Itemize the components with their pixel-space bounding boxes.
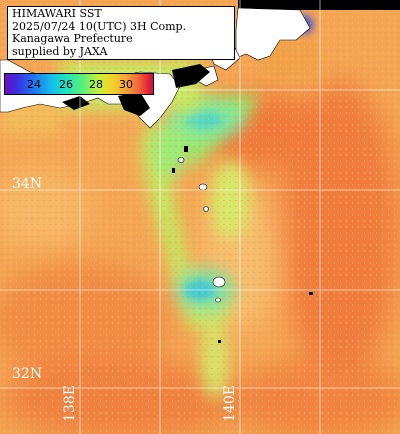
info-box: HIMAWARI SST 2025/07/24 10(UTC) 3H Comp.… <box>7 6 235 60</box>
longitude-label-140e: 140E <box>222 385 238 422</box>
colorbar-tick-24: 24 <box>27 78 41 91</box>
temperature-colorbar: 24 26 28 30 <box>4 73 154 95</box>
longitude-label-138e: 138E <box>62 385 78 422</box>
info-line-title: HIMAWARI SST <box>12 7 102 20</box>
info-line-region: Kanagawa Prefecture <box>12 32 133 45</box>
coastal-nodata <box>62 64 313 343</box>
colorbar-tick-26: 26 <box>59 78 73 91</box>
nodata-regions <box>238 0 400 10</box>
latitude-label-32n: 32N <box>12 366 43 382</box>
info-line-date: 2025/07/24 10(UTC) 3H Comp. <box>12 19 187 33</box>
colorbar-tick-30: 30 <box>119 78 133 91</box>
colorbar-tick-28: 28 <box>89 78 103 91</box>
info-line-credit: supplied by JAXA <box>12 44 108 58</box>
latitude-label-34n: 34N <box>12 176 43 192</box>
islands <box>177 157 226 303</box>
